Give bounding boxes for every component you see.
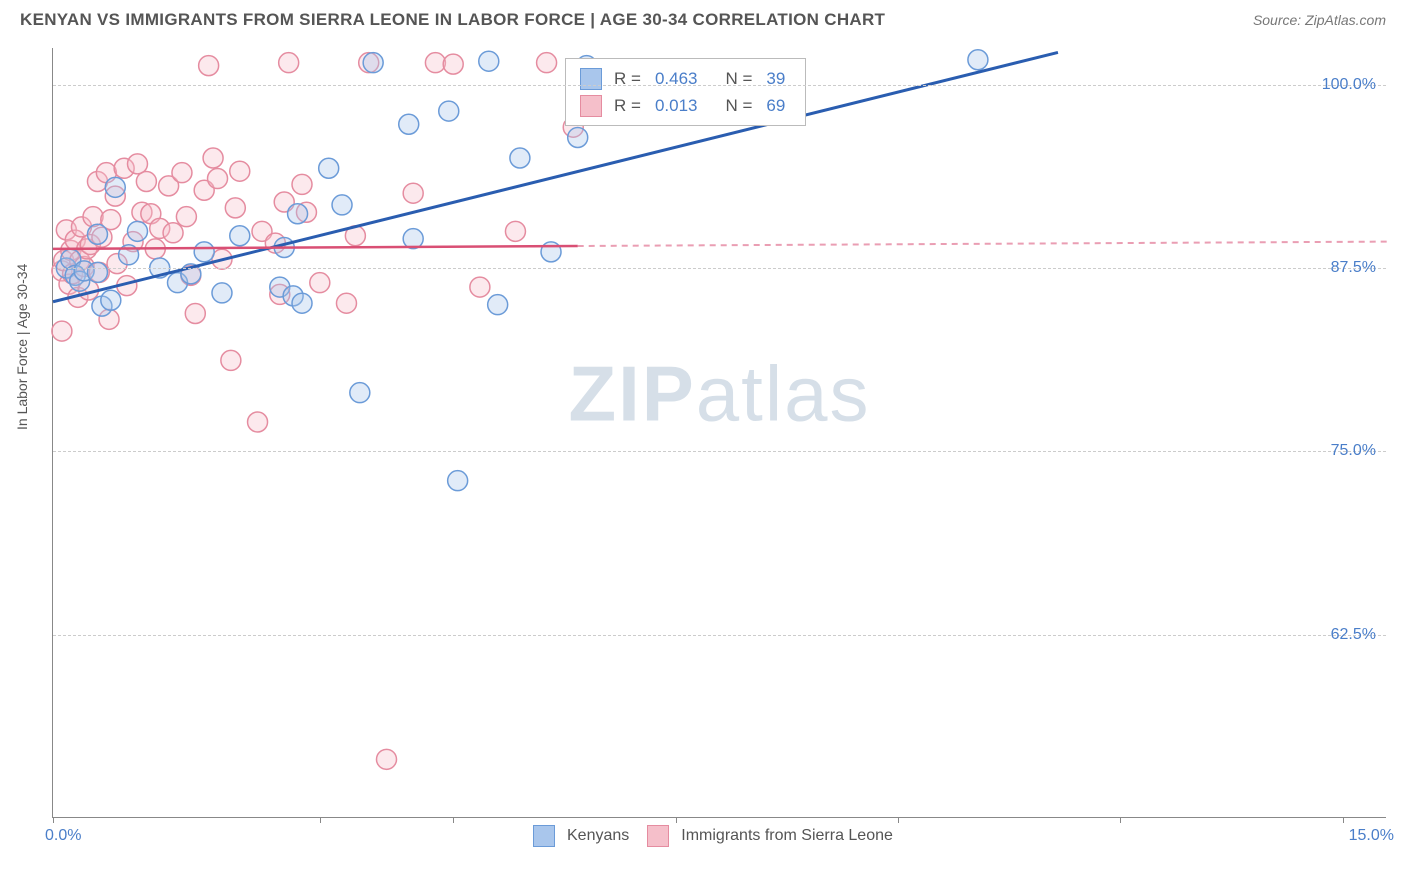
- swatch-sierraleone-icon: [647, 825, 669, 847]
- x-tick: [453, 817, 454, 823]
- gridline: [53, 635, 1386, 636]
- gridline: [53, 451, 1386, 452]
- x-axis-min-label: 0.0%: [45, 827, 81, 845]
- y-tick-label: 75.0%: [1331, 442, 1376, 460]
- gridline: [53, 85, 1386, 86]
- legend-row-sierraleone: R = 0.013 N = 69: [580, 92, 791, 119]
- swatch-kenyans-icon: [533, 825, 555, 847]
- swatch-sierraleone: [580, 95, 602, 117]
- chart-plot-area: ZIPatlas R = 0.463 N = 39 R = 0.013 N = …: [52, 48, 1386, 818]
- gridline: [53, 268, 1386, 269]
- chart-title: KENYAN VS IMMIGRANTS FROM SIERRA LEONE I…: [20, 10, 885, 30]
- x-tick: [320, 817, 321, 823]
- y-tick-label: 87.5%: [1331, 259, 1376, 277]
- y-tick-label: 62.5%: [1331, 626, 1376, 644]
- x-tick: [1120, 817, 1121, 823]
- legend-row-kenyans: R = 0.463 N = 39: [580, 65, 791, 92]
- scatter-svg: [53, 48, 1386, 817]
- swatch-kenyans: [580, 68, 602, 90]
- x-tick: [1343, 817, 1344, 823]
- x-tick: [53, 817, 54, 823]
- correlation-legend: R = 0.463 N = 39 R = 0.013 N = 69: [565, 58, 806, 126]
- x-axis-max-label: 15.0%: [1349, 827, 1394, 845]
- series-legend: Kenyans Immigrants from Sierra Leone: [533, 825, 893, 847]
- legend-item-kenyans: Kenyans: [533, 825, 629, 847]
- x-tick: [898, 817, 899, 823]
- y-axis-label: In Labor Force | Age 30-34: [14, 264, 30, 430]
- x-tick: [676, 817, 677, 823]
- legend-item-sierraleone: Immigrants from Sierra Leone: [647, 825, 893, 847]
- source-attribution: Source: ZipAtlas.com: [1253, 12, 1386, 28]
- y-tick-label: 100.0%: [1322, 76, 1376, 94]
